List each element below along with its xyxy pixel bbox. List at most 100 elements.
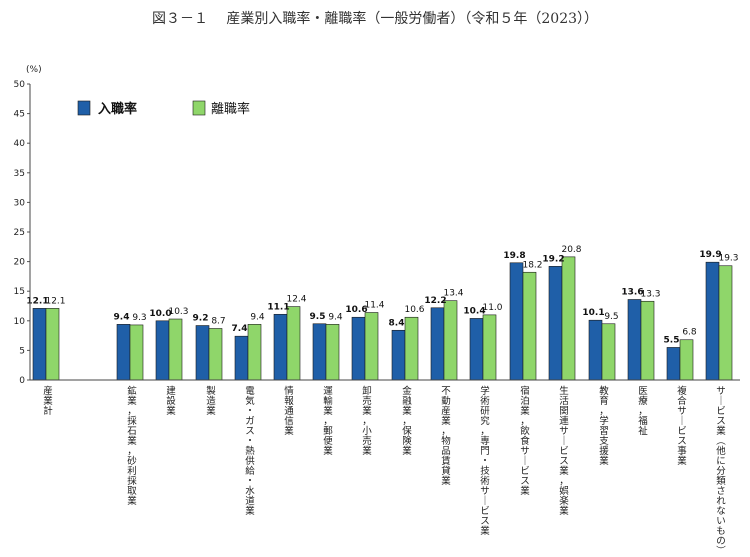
bar-rishoku bbox=[286, 306, 301, 381]
data-label: 6.8 bbox=[682, 328, 697, 338]
bar-nyushoku bbox=[430, 307, 445, 381]
data-label: 12.2 bbox=[424, 296, 446, 306]
bar-nyushoku bbox=[548, 266, 563, 381]
category-label: 鉱業，採石業，砂利採取業 bbox=[127, 385, 137, 507]
data-label: 19.9 bbox=[699, 250, 721, 260]
category-label: 生活関連サ｜ビス業，娯楽業 bbox=[559, 385, 569, 517]
category-label: 産業計 bbox=[43, 385, 53, 417]
bar-rishoku bbox=[522, 271, 537, 381]
data-label: 11.4 bbox=[364, 301, 384, 311]
bar-rishoku bbox=[168, 318, 183, 381]
category-label: 金融業，保険業 bbox=[402, 385, 412, 457]
data-label: 19.2 bbox=[542, 254, 564, 264]
legend-swatch-nyushoku bbox=[77, 100, 91, 116]
bar-nyushoku bbox=[32, 308, 47, 381]
data-label: 11.0 bbox=[482, 303, 502, 313]
bar-nyushoku bbox=[116, 324, 131, 381]
bar-rishoku bbox=[640, 300, 655, 381]
data-label: 12.1 bbox=[26, 296, 48, 306]
category-label: 電気・ガス・熱供給・水道業 bbox=[245, 386, 255, 517]
data-label: 9.3 bbox=[132, 313, 146, 323]
data-label: 10.6 bbox=[345, 305, 367, 315]
y-axis-ticks: 0 5 10 15 20 25 30 35 40 45 50(%) bbox=[14, 65, 42, 386]
data-label: 12.4 bbox=[286, 295, 306, 305]
bar-nyushoku bbox=[234, 335, 249, 381]
category-label: 宿泊業，飲食サ｜ビス業 bbox=[520, 385, 530, 497]
bar-nyushoku bbox=[273, 313, 288, 381]
bar-rishoku bbox=[364, 312, 379, 381]
data-label: 5.5 bbox=[664, 335, 680, 345]
category-label: 医療，福祉 bbox=[638, 386, 648, 437]
category-label: 建設業 bbox=[166, 385, 176, 417]
category-label: 情報通信業 bbox=[284, 385, 294, 437]
bar-nyushoku bbox=[312, 323, 327, 381]
bar-rishoku bbox=[601, 323, 616, 381]
category-label: 不動産業，物品賃貸業 bbox=[441, 386, 451, 487]
category-label: 複合サ｜ビス事業 bbox=[677, 385, 687, 467]
y-tick-label: 0 bbox=[19, 376, 25, 386]
axes bbox=[29, 84, 740, 381]
bar-nyushoku bbox=[705, 261, 720, 381]
bar-rishoku bbox=[45, 308, 60, 381]
legend-label-rishoku: 離職率 bbox=[211, 101, 250, 117]
y-tick-label: 30 bbox=[14, 198, 26, 208]
data-label: 10.0 bbox=[149, 309, 171, 319]
category-label: 卸売業，小売業 bbox=[362, 385, 372, 457]
y-tick-label: 20 bbox=[14, 258, 26, 268]
legend: 入職率 離職率 bbox=[77, 100, 250, 117]
data-label: 10.4 bbox=[463, 306, 485, 316]
bar-rishoku bbox=[443, 300, 458, 381]
bar-rishoku bbox=[404, 316, 419, 381]
bar-rishoku bbox=[325, 324, 340, 381]
data-label: 10.6 bbox=[404, 305, 424, 315]
bar-nyushoku bbox=[391, 329, 406, 381]
bar-nyushoku bbox=[351, 316, 366, 381]
legend-swatch-rishoku bbox=[192, 100, 206, 116]
bar-rishoku bbox=[129, 324, 144, 381]
bar-nyushoku bbox=[627, 299, 642, 381]
data-label: 13.6 bbox=[621, 287, 643, 297]
y-tick-label: 15 bbox=[14, 287, 25, 297]
data-label: 10.1 bbox=[582, 308, 604, 318]
y-axis-unit: (%) bbox=[26, 65, 42, 75]
data-label: 13.4 bbox=[443, 289, 463, 299]
bar-nyushoku bbox=[588, 319, 603, 381]
bar-nyushoku bbox=[469, 318, 484, 381]
data-label: 9.2 bbox=[193, 314, 209, 324]
data-label: 10.3 bbox=[168, 307, 188, 317]
data-label: 12.1 bbox=[45, 296, 65, 306]
data-label: 18.2 bbox=[522, 260, 542, 270]
bar-nyushoku bbox=[155, 320, 170, 381]
y-tick-label: 40 bbox=[14, 139, 26, 149]
data-label: 9.5 bbox=[604, 312, 618, 322]
y-tick-label: 10 bbox=[14, 317, 26, 327]
category-label: 運輸業，郵便業 bbox=[323, 386, 333, 457]
bar-rishoku bbox=[482, 314, 497, 381]
category-label: サ｜ビス業︵他に分類されないもの︶ bbox=[716, 386, 726, 557]
category-labels: 産業計 鉱業，採石業，砂利採取業 建設業 製造業 電気・ガス・熱供給・水道業 情報通信業 運… bbox=[43, 385, 726, 557]
bar-rishoku bbox=[208, 328, 223, 381]
data-label: 19.8 bbox=[503, 251, 525, 261]
data-label: 11.1 bbox=[267, 302, 289, 312]
data-label: 8.4 bbox=[389, 318, 405, 328]
bar-nyushoku bbox=[509, 262, 524, 381]
category-label: 製造業 bbox=[206, 385, 216, 417]
y-tick-label: 25 bbox=[14, 228, 25, 238]
bar-rishoku bbox=[718, 265, 733, 381]
chart-title: 図３－１ 産業別入職率・離職率（一般労働者）（令和５年（2023）） bbox=[151, 11, 599, 27]
category-label: 学術研究，専門・技術サ｜ビス業 bbox=[480, 385, 490, 537]
y-tick-label: 50 bbox=[14, 80, 26, 90]
bar-nyushoku bbox=[195, 325, 210, 381]
bar-nyushoku bbox=[666, 347, 681, 381]
legend-label-nyushoku: 入職率 bbox=[98, 101, 137, 117]
data-label: 8.7 bbox=[211, 316, 225, 326]
data-labels: 12.19.4 10.0 9.27.411.19.510.68.412.210.41… bbox=[26, 245, 738, 346]
data-label: 7.4 bbox=[232, 324, 248, 334]
data-label: 9.4 bbox=[328, 312, 343, 322]
data-label: 20.8 bbox=[561, 245, 581, 255]
data-label: 9.5 bbox=[310, 312, 326, 322]
bar-rishoku bbox=[561, 256, 576, 381]
data-label: 19.3 bbox=[718, 254, 738, 264]
y-tick-label: 45 bbox=[14, 110, 25, 120]
